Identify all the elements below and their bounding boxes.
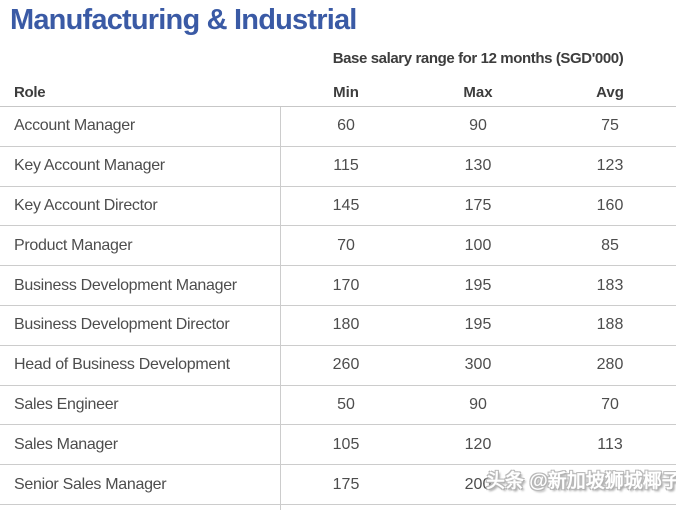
table-row: Key Account Director 145 175 160	[0, 187, 676, 227]
cell-role: Product Manager	[14, 236, 133, 254]
column-divider	[280, 107, 281, 510]
cell-role: Sales Manager	[14, 435, 118, 453]
table-subtitle: Base salary range for 12 months (SGD'000…	[332, 50, 624, 67]
cell-min: 50	[337, 395, 355, 413]
cell-avg: 188	[596, 316, 624, 334]
cell-min: 105	[332, 435, 360, 453]
cell-role: Head of Business Development	[14, 356, 230, 374]
cell-min: 145	[332, 196, 360, 214]
cell-max: 130	[464, 157, 492, 175]
column-header-role: Role	[14, 83, 46, 101]
cell-min: 170	[332, 276, 360, 294]
cell-avg: 280	[596, 356, 624, 374]
table-row: Sales Manager 105 120 113	[0, 425, 676, 466]
table-row: Account Manager 60 90 75	[0, 107, 676, 147]
cell-role: Sales Engineer	[14, 395, 119, 413]
cell-avg: 70	[601, 395, 619, 413]
table-row: Key Account Manager 115 130 123	[0, 147, 676, 187]
cell-max: 195	[464, 316, 492, 334]
cell-role: Key Account Director	[14, 196, 158, 214]
page-title: Manufacturing & Industrial	[10, 4, 357, 36]
cell-min: 180	[332, 316, 360, 334]
column-header-min: Min	[333, 83, 359, 101]
cell-role: Account Manager	[14, 117, 135, 135]
cell-min: 115	[333, 157, 359, 175]
table-row: Senior Sales Manager 175 200	[0, 465, 676, 505]
cell-role: Business Development Director	[14, 316, 230, 334]
cell-min: 60	[337, 117, 355, 135]
table-row: Business Development Director 180 195 18…	[0, 306, 676, 346]
cell-max: 300	[464, 356, 492, 374]
cell-min: 70	[337, 236, 355, 254]
cell-max: 90	[469, 395, 487, 413]
table-row: Product Manager 70 100 85	[0, 226, 676, 267]
cell-avg: 123	[596, 157, 624, 175]
cell-min: 175	[332, 475, 360, 493]
cell-avg: 113	[597, 435, 623, 453]
cell-avg: 183	[596, 276, 624, 294]
cell-max: 90	[469, 117, 487, 135]
table-body: Account Manager 60 90 75 Key Account Man…	[0, 107, 676, 505]
cell-max: 100	[464, 236, 492, 254]
cell-max: 200	[464, 475, 492, 493]
cell-avg: 85	[601, 236, 619, 254]
cell-min: 260	[332, 356, 360, 374]
cell-max: 120	[464, 435, 492, 453]
table-row: Head of Business Development 260 300 280	[0, 346, 676, 386]
cell-max: 175	[464, 196, 492, 214]
cell-avg: 160	[596, 196, 624, 214]
cell-avg: 75	[601, 117, 619, 135]
watermark: 头条 @新加坡狮城椰子	[486, 471, 676, 492]
table-header-row: Role Min Max Avg	[0, 78, 676, 107]
cell-role: Business Development Manager	[14, 276, 237, 294]
column-header-avg: Avg	[596, 83, 624, 101]
cell-role: Key Account Manager	[14, 157, 165, 175]
column-header-max: Max	[463, 83, 493, 101]
cell-role: Senior Sales Manager	[14, 475, 167, 493]
table-row: Sales Engineer 50 90 70	[0, 386, 676, 426]
table-row: Business Development Manager 170 195 183	[0, 266, 676, 306]
cell-max: 195	[464, 276, 492, 294]
